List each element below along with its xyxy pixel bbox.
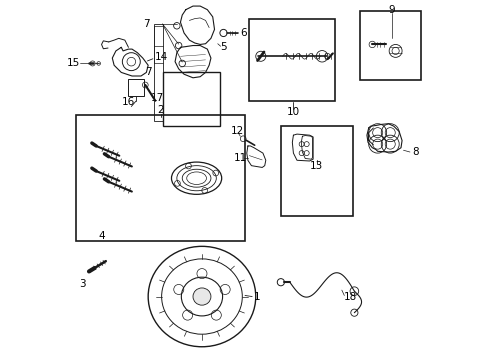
Text: 11: 11 xyxy=(233,153,246,163)
Bar xyxy=(163,72,220,126)
Text: 14: 14 xyxy=(155,52,168,62)
Bar xyxy=(76,116,245,241)
Text: 15: 15 xyxy=(67,58,80,68)
Text: 9: 9 xyxy=(389,5,395,15)
Text: 8: 8 xyxy=(412,147,418,157)
Text: 7: 7 xyxy=(146,67,152,77)
Text: 5: 5 xyxy=(220,42,227,52)
Bar xyxy=(248,19,335,101)
Text: 13: 13 xyxy=(310,161,323,171)
Bar xyxy=(153,24,163,121)
Text: 10: 10 xyxy=(287,107,300,117)
Text: 16: 16 xyxy=(122,97,135,107)
Text: 7: 7 xyxy=(143,19,149,29)
Text: 6: 6 xyxy=(240,28,246,38)
Text: 12: 12 xyxy=(230,126,244,135)
Bar xyxy=(360,12,421,80)
Text: 4: 4 xyxy=(98,231,105,240)
Bar xyxy=(281,126,353,216)
Text: 3: 3 xyxy=(79,279,85,289)
Bar xyxy=(128,78,144,96)
Text: 17: 17 xyxy=(150,93,164,103)
Text: 2: 2 xyxy=(157,105,164,115)
Text: 1: 1 xyxy=(254,292,261,302)
Text: 18: 18 xyxy=(344,292,357,302)
Ellipse shape xyxy=(193,288,211,305)
